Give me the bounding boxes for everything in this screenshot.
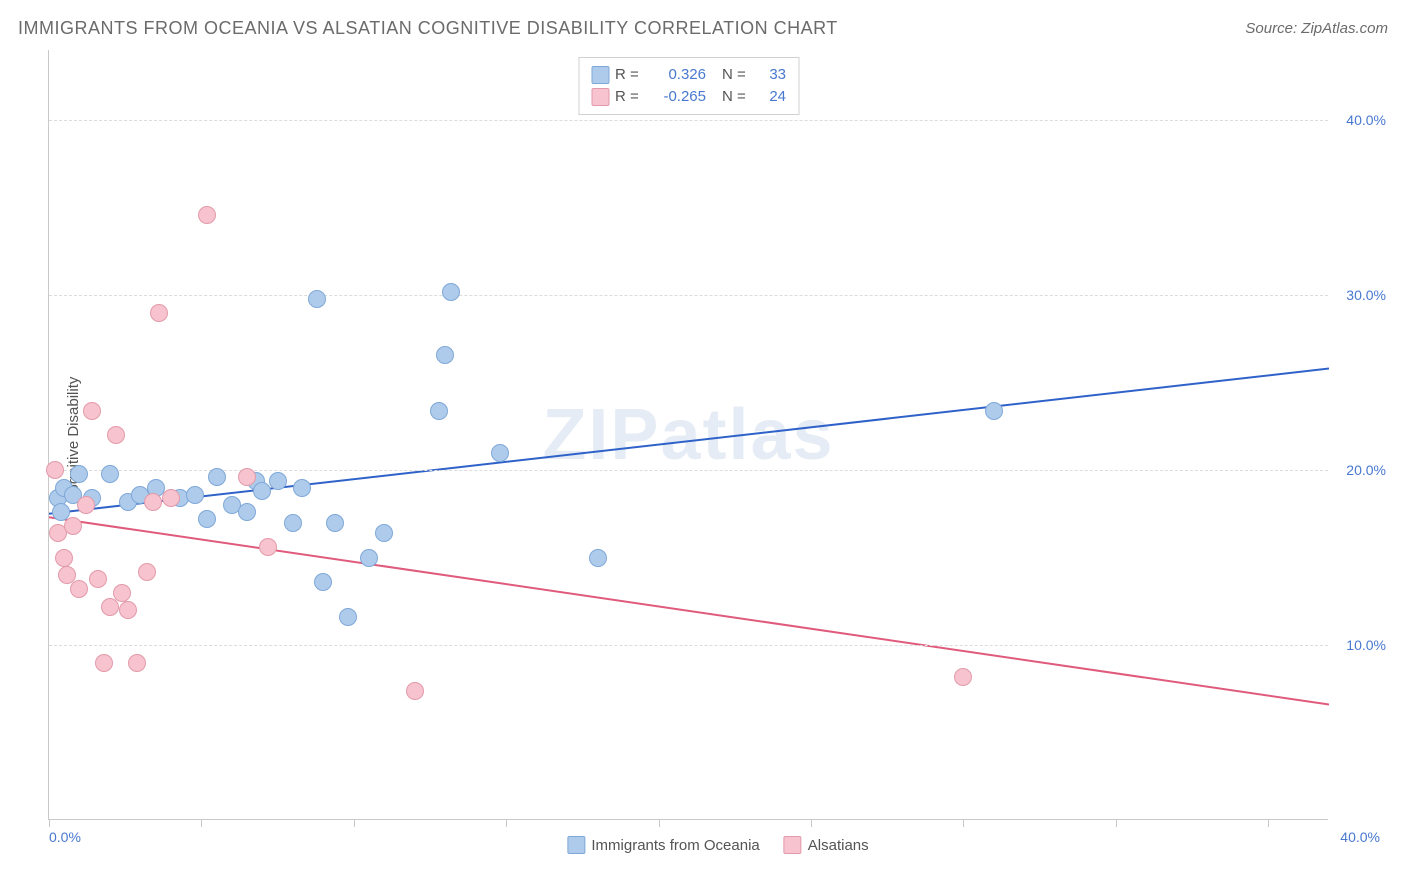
chart-source: Source: ZipAtlas.com xyxy=(1245,20,1388,37)
scatter-point xyxy=(198,510,216,528)
grid-line xyxy=(49,645,1328,646)
y-tick-label: 10.0% xyxy=(1334,637,1386,653)
scatter-point xyxy=(339,608,357,626)
source-prefix: Source: xyxy=(1245,20,1301,37)
stats-r-label: R = xyxy=(615,64,645,86)
scatter-point xyxy=(64,517,82,535)
scatter-point xyxy=(144,493,162,511)
series-legend-label: Alsatians xyxy=(808,837,869,854)
stats-n-value: 24 xyxy=(758,86,786,108)
grid-line xyxy=(49,120,1328,121)
x-tick xyxy=(506,819,507,827)
scatter-point xyxy=(83,402,101,420)
regression-lines xyxy=(49,50,1329,820)
scatter-point xyxy=(406,682,424,700)
scatter-point xyxy=(101,598,119,616)
scatter-point xyxy=(314,573,332,591)
regression-line xyxy=(49,517,1329,704)
scatter-point xyxy=(119,601,137,619)
scatter-point xyxy=(128,654,146,672)
plot-area: ZIPatlas R =0.326N =33R =-0.265N =24 10.… xyxy=(48,50,1328,820)
scatter-point xyxy=(186,486,204,504)
scatter-point xyxy=(491,444,509,462)
scatter-point xyxy=(208,468,226,486)
x-tick xyxy=(811,819,812,827)
x-tick xyxy=(963,819,964,827)
x-tick xyxy=(354,819,355,827)
stats-legend: R = 0.326 N = 33 R = -0.265 N = 24 xyxy=(578,57,799,115)
stats-r-value: 0.326 xyxy=(651,64,706,86)
y-tick-label: 40.0% xyxy=(1334,112,1386,128)
series-legend-item: Alsatians xyxy=(784,836,869,854)
legend-swatch xyxy=(591,88,609,106)
scatter-point xyxy=(101,465,119,483)
x-tick-label-left: 0.0% xyxy=(49,829,81,845)
grid-line xyxy=(49,295,1328,296)
stats-r-value: -0.265 xyxy=(651,86,706,108)
scatter-point xyxy=(326,514,344,532)
scatter-point xyxy=(113,584,131,602)
scatter-point xyxy=(107,426,125,444)
scatter-point xyxy=(162,489,180,507)
scatter-point xyxy=(442,283,460,301)
scatter-point xyxy=(70,580,88,598)
scatter-point xyxy=(985,402,1003,420)
series-legend: Immigrants from Oceania Alsatians xyxy=(567,836,868,854)
scatter-point xyxy=(589,549,607,567)
series-legend-item: Immigrants from Oceania xyxy=(567,836,759,854)
scatter-point xyxy=(436,346,454,364)
scatter-point xyxy=(95,654,113,672)
scatter-point xyxy=(70,465,88,483)
scatter-point xyxy=(46,461,64,479)
scatter-point xyxy=(89,570,107,588)
chart-container: Cognitive Disability ZIPatlas R =0.326N … xyxy=(48,50,1388,830)
x-tick-label-right: 40.0% xyxy=(1340,829,1380,845)
scatter-point xyxy=(238,468,256,486)
watermark: ZIPatlas xyxy=(542,394,834,476)
scatter-point xyxy=(269,472,287,490)
scatter-point xyxy=(150,304,168,322)
stats-row: R = 0.326 N = 33 xyxy=(591,64,786,86)
stats-n-label: N = xyxy=(722,64,752,86)
x-tick xyxy=(659,819,660,827)
stats-n-value: 33 xyxy=(758,64,786,86)
scatter-point xyxy=(138,563,156,581)
x-tick xyxy=(49,819,50,827)
scatter-point xyxy=(77,496,95,514)
scatter-point xyxy=(198,206,216,224)
stats-r-label: R = xyxy=(615,86,645,108)
chart-title: IMMIGRANTS FROM OCEANIA VS ALSATIAN COGN… xyxy=(18,18,838,39)
scatter-point xyxy=(954,668,972,686)
scatter-point xyxy=(259,538,277,556)
source-name: ZipAtlas.com xyxy=(1301,20,1388,37)
series-legend-label: Immigrants from Oceania xyxy=(591,837,759,854)
legend-swatch xyxy=(591,66,609,84)
scatter-point xyxy=(360,549,378,567)
scatter-point xyxy=(430,402,448,420)
stats-n-label: N = xyxy=(722,86,752,108)
x-tick xyxy=(1268,819,1269,827)
y-tick-label: 30.0% xyxy=(1334,287,1386,303)
scatter-point xyxy=(375,524,393,542)
scatter-point xyxy=(238,503,256,521)
scatter-point xyxy=(308,290,326,308)
regression-line xyxy=(49,369,1329,514)
legend-swatch xyxy=(784,836,802,854)
scatter-point xyxy=(293,479,311,497)
chart-header: IMMIGRANTS FROM OCEANIA VS ALSATIAN COGN… xyxy=(18,18,1388,39)
stats-row: R = -0.265 N = 24 xyxy=(591,86,786,108)
scatter-point xyxy=(284,514,302,532)
y-tick-label: 20.0% xyxy=(1334,462,1386,478)
x-tick xyxy=(201,819,202,827)
legend-swatch xyxy=(567,836,585,854)
x-tick xyxy=(1116,819,1117,827)
scatter-point xyxy=(55,549,73,567)
